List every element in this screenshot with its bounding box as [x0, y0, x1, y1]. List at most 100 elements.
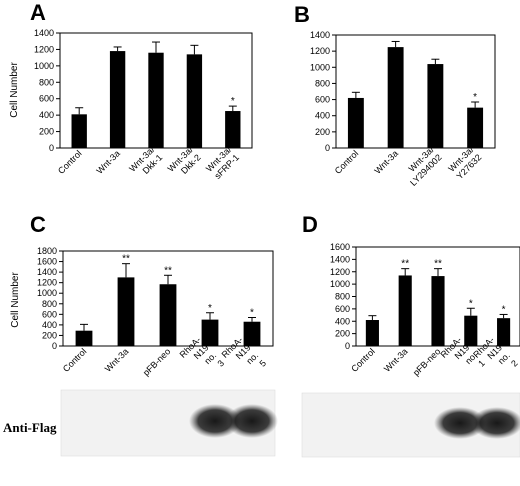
- y-tick-label: 0: [52, 341, 57, 351]
- bar: [117, 277, 135, 346]
- y-tick-label: 800: [335, 292, 350, 302]
- category-label: RhoA-N19no.5: [220, 335, 268, 383]
- y-tick-label: 1000: [310, 62, 330, 72]
- bar: [365, 320, 379, 346]
- y-axis-label: Cell Number: [10, 272, 21, 328]
- western-blots: Anti-Flag: [3, 389, 520, 458]
- significance-marker: *: [473, 92, 477, 103]
- y-tick-label: 600: [315, 95, 330, 105]
- y-tick-label: 1200: [310, 46, 330, 56]
- bar: [431, 276, 445, 346]
- significance-marker: *: [250, 308, 254, 319]
- significance-marker: *: [502, 304, 506, 315]
- panel-letter: A: [30, 0, 46, 25]
- bar: [71, 114, 87, 148]
- category-label-line: 2: [509, 358, 520, 369]
- y-tick-label: 800: [42, 299, 57, 309]
- significance-marker: *: [231, 96, 235, 107]
- bar: [225, 111, 241, 148]
- blot-band: [434, 407, 486, 439]
- category-label: Wnt-3a/sFRP-1: [204, 144, 241, 181]
- category-label: RhoA-N19no.2: [471, 335, 519, 383]
- panel-letter: C: [30, 212, 46, 237]
- bar: [159, 284, 177, 346]
- blot-band: [189, 404, 241, 438]
- plot-frame: [335, 34, 496, 149]
- category-label: Wnt-3a/Dkk-1: [127, 144, 164, 181]
- category-label: Control: [61, 346, 89, 374]
- y-tick-label: 1000: [330, 279, 350, 289]
- bar: [109, 51, 126, 149]
- panel-a: A 0 200 400 600 800 1000 1200 1400 Cell Number Con…: [9, 0, 253, 181]
- blot-left: [60, 389, 278, 457]
- bar: [243, 321, 261, 346]
- y-tick-label: 1200: [330, 267, 350, 277]
- category-label: Wnt-3a/LY294002: [400, 144, 444, 188]
- category-label: Control: [349, 346, 377, 374]
- category-label: Wnt-3a: [94, 148, 122, 176]
- y-tick-label: 200: [39, 127, 54, 137]
- y-tick-label: 1400: [310, 30, 330, 40]
- panel-letter: D: [302, 212, 318, 237]
- y-tick-label: 400: [42, 320, 57, 330]
- category-label: RhoA-N19no.1: [438, 335, 486, 383]
- y-tick-label: 800: [315, 78, 330, 88]
- y-tick-label: 400: [315, 111, 330, 121]
- y-tick-label: 1000: [34, 61, 54, 71]
- panel-d: D02004006008001000120014001600Control**W…: [302, 212, 520, 383]
- significance-marker: **: [401, 259, 409, 270]
- y-tick-label: 1600: [37, 257, 57, 267]
- category-label: Wnt-3a: [382, 346, 410, 374]
- category-label: pFB-neo: [411, 346, 442, 377]
- y-tick-label: 0: [325, 143, 330, 153]
- blot-band: [471, 407, 520, 439]
- bar: [497, 318, 511, 346]
- significance-marker: *: [208, 303, 212, 314]
- bar: [464, 315, 478, 346]
- category-label-line: 5: [257, 358, 268, 369]
- significance-marker: **: [164, 265, 172, 276]
- y-tick-label: 200: [42, 330, 57, 340]
- y-tick-label: 0: [49, 143, 54, 153]
- category-label-line: 1: [476, 358, 487, 369]
- category-label: pFB-neo: [141, 346, 172, 377]
- bar: [387, 47, 404, 148]
- category-label: Control: [333, 148, 361, 176]
- bar: [75, 330, 93, 346]
- y-tick-label: 600: [39, 94, 54, 104]
- y-tick-label: 1400: [37, 267, 57, 277]
- y-tick-label: 1000: [37, 288, 57, 298]
- y-axis-label: Cell Number: [9, 62, 20, 118]
- significance-marker: *: [469, 298, 473, 309]
- y-tick-label: 600: [335, 304, 350, 314]
- bar: [347, 97, 364, 148]
- y-tick-label: 1400: [34, 28, 54, 38]
- category-label: Wnt-3a/Y27632: [446, 144, 483, 181]
- blot-right: [301, 392, 520, 458]
- y-tick-label: 800: [39, 77, 54, 87]
- y-tick-label: 1200: [37, 278, 57, 288]
- y-tick-label: 400: [335, 316, 350, 326]
- y-tick-label: 1800: [37, 246, 57, 256]
- y-tick-label: 1200: [34, 44, 54, 54]
- bar: [467, 107, 484, 148]
- y-tick-label: 400: [39, 110, 54, 120]
- bar: [427, 64, 444, 148]
- significance-marker: **: [434, 259, 442, 270]
- bar: [398, 275, 412, 346]
- category-label: RhoA-N19no.3: [178, 335, 226, 383]
- panel-letter: B: [294, 2, 310, 27]
- category-label: Wnt-3a: [372, 148, 400, 176]
- category-label-line: 3: [215, 358, 226, 369]
- bar: [186, 54, 203, 148]
- blot-label: Anti-Flag: [3, 420, 57, 435]
- blot-band: [226, 404, 278, 438]
- category-label: Control: [56, 148, 84, 176]
- y-tick-label: 200: [335, 329, 350, 339]
- significance-marker: **: [122, 254, 130, 265]
- bar: [201, 319, 219, 346]
